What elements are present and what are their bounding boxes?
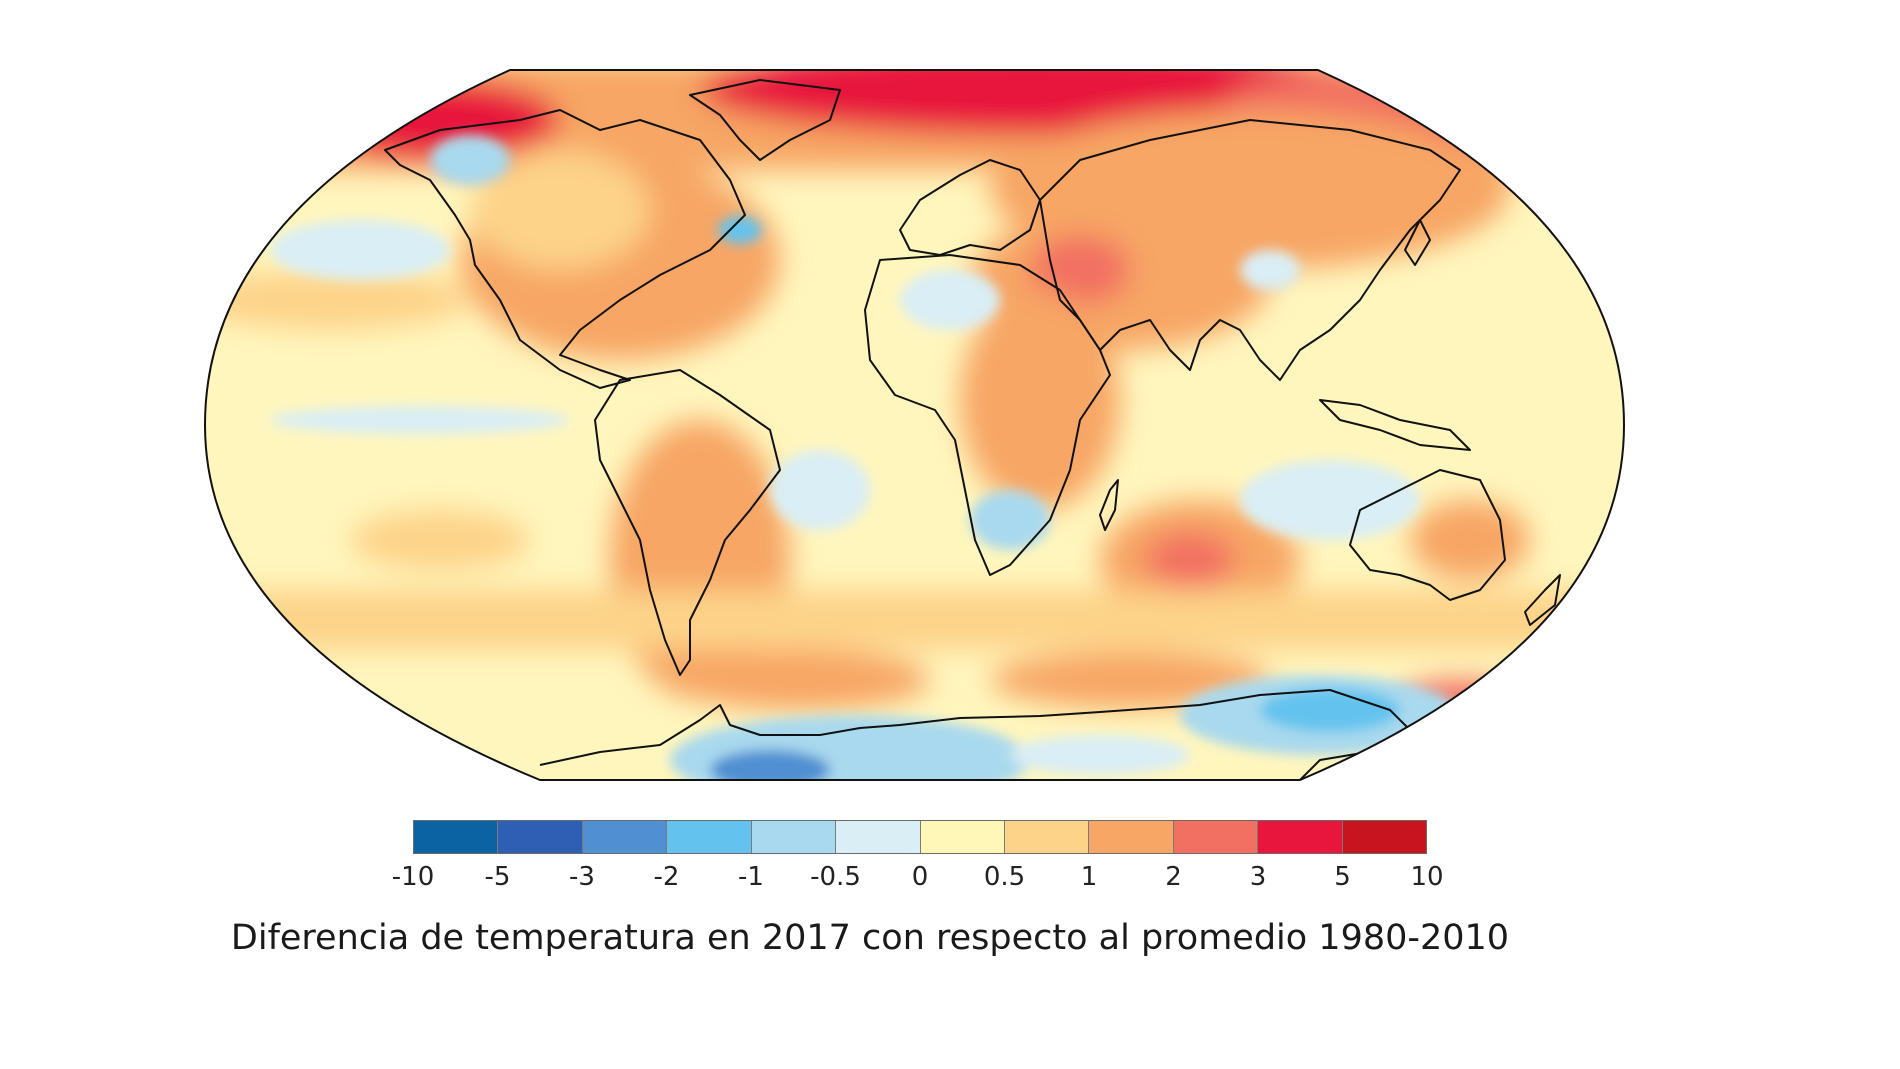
colorbar-tick-label: -2 xyxy=(653,862,680,892)
coastlines xyxy=(384,79,1561,780)
coastline-japan xyxy=(1404,219,1431,266)
cool-anomaly-regions xyxy=(270,135,1460,780)
colorbar-segment xyxy=(1173,821,1259,853)
colorbar-segment xyxy=(414,821,499,853)
colorbar-segment xyxy=(1258,821,1343,853)
colorbar-segment xyxy=(751,821,837,853)
colorbar-tick-label: -5 xyxy=(484,862,511,892)
colorbar-tick-label: -3 xyxy=(569,862,595,892)
colorbar-segment xyxy=(1342,821,1427,853)
colorbar-tick-label: 2 xyxy=(1165,862,1182,892)
colorbar-tick-label: 10 xyxy=(1410,862,1444,892)
colorbar-segment xyxy=(920,821,1005,853)
figure-caption: Diferencia de temperatura en 2017 con re… xyxy=(230,918,1510,958)
coastline-antarctica xyxy=(539,689,1411,780)
colorbar-tick-label: -10 xyxy=(391,862,435,892)
coastline-greenland xyxy=(689,79,841,161)
colorbar-tick-label: 0.5 xyxy=(983,862,1026,892)
colorbar-segment xyxy=(1089,821,1174,853)
colorbar xyxy=(413,820,1427,854)
coastline-south-america xyxy=(594,369,781,676)
colorbar-tick-label: -0.5 xyxy=(810,862,861,892)
coastline-indonesia xyxy=(1319,399,1471,451)
colorbar-tick-label: -1 xyxy=(738,862,764,892)
colorbar-segment xyxy=(836,821,921,853)
colorbar-tick-label: 5 xyxy=(1334,862,1351,892)
colorbar-segment xyxy=(582,821,668,853)
coastline-new-zealand xyxy=(1524,574,1561,626)
colorbar-tick-label: 0 xyxy=(911,862,929,892)
colorbar-tick-labels: -10 -5 -3 -2 -1 -0.5 0 0.5 1 2 3 5 10 xyxy=(392,862,1444,892)
colorbar-segment xyxy=(667,821,752,853)
colorbar-segment xyxy=(498,821,583,853)
coastline-madagascar xyxy=(1099,479,1119,531)
coastline-australia xyxy=(1349,469,1506,601)
colorbar-segment xyxy=(1004,821,1090,853)
coastline-africa xyxy=(864,254,1111,576)
coastline-north-america xyxy=(384,109,746,389)
globe-outline xyxy=(203,69,1626,781)
coastline-asia xyxy=(1039,119,1461,381)
colorbar-tick-label: 1 xyxy=(1080,862,1098,892)
coastline-europe xyxy=(899,159,1041,256)
colorbar-tick-label: 3 xyxy=(1249,862,1267,892)
